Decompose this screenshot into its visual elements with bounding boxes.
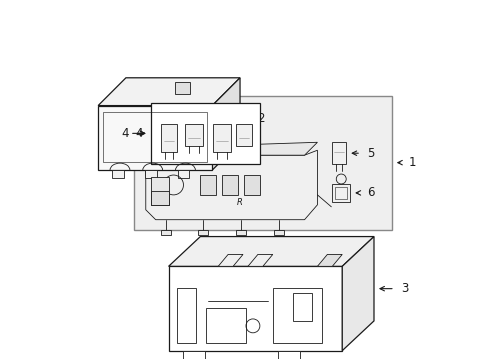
Bar <box>335 187 346 199</box>
Text: R: R <box>237 198 243 207</box>
Polygon shape <box>155 142 317 155</box>
Bar <box>177 170 189 178</box>
Text: 6: 6 <box>366 186 374 199</box>
Text: 4: 4 <box>136 127 143 140</box>
Polygon shape <box>317 255 342 266</box>
Bar <box>332 184 349 202</box>
Bar <box>222 175 238 195</box>
Bar <box>244 175 259 195</box>
Bar <box>161 125 176 152</box>
Polygon shape <box>342 237 373 351</box>
Bar <box>150 191 168 205</box>
Bar <box>198 230 208 235</box>
Bar <box>144 170 156 178</box>
Bar <box>174 82 190 94</box>
Bar <box>183 351 205 360</box>
Bar <box>277 351 299 360</box>
Polygon shape <box>168 237 373 266</box>
Text: 1: 1 <box>408 156 415 169</box>
Polygon shape <box>98 105 212 170</box>
Bar <box>292 293 312 321</box>
Bar <box>150 177 168 205</box>
Bar <box>236 125 251 146</box>
Bar <box>200 175 216 195</box>
Polygon shape <box>168 266 342 351</box>
Polygon shape <box>218 255 243 266</box>
Text: 3: 3 <box>400 282 407 295</box>
Bar <box>103 112 207 162</box>
Bar <box>206 308 245 343</box>
Polygon shape <box>212 78 240 170</box>
Bar <box>213 125 231 152</box>
Bar <box>150 103 259 164</box>
Bar <box>161 230 170 235</box>
Bar <box>236 230 245 235</box>
Bar <box>112 170 123 178</box>
Text: 4: 4 <box>121 127 129 140</box>
Polygon shape <box>145 150 317 220</box>
Text: 5: 5 <box>366 147 374 160</box>
Bar <box>272 288 322 343</box>
Bar <box>332 142 346 164</box>
Text: 2: 2 <box>256 112 264 126</box>
Bar <box>176 288 196 343</box>
Bar <box>134 96 391 230</box>
Polygon shape <box>247 255 272 266</box>
Bar <box>273 230 283 235</box>
Polygon shape <box>98 78 240 105</box>
Bar <box>185 125 203 146</box>
